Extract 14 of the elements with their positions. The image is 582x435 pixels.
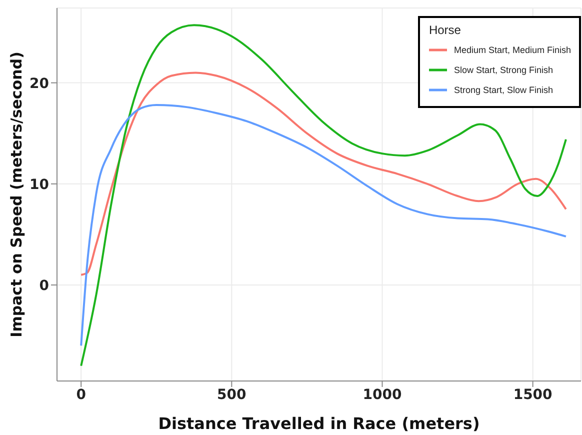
x-tick-label: 500 <box>217 386 247 403</box>
x-axis-title: Distance Travelled in Race (meters) <box>158 414 480 433</box>
y-tick-label: 20 <box>30 76 50 92</box>
y-tick-label: 10 <box>30 176 50 193</box>
legend-label: Medium Start, Medium Finish <box>454 45 571 55</box>
legend-title: Horse <box>428 23 462 37</box>
x-tick-label: 1000 <box>362 386 402 403</box>
y-tick-label: 0 <box>39 278 50 294</box>
x-tick-label: 1500 <box>513 386 553 403</box>
x-tick-label: 0 <box>76 386 86 403</box>
legend-label: Strong Start, Slow Finish <box>454 85 553 95</box>
y-axis-title: Impact on Speed (meters/second) <box>7 52 26 338</box>
line-series <box>80 104 567 347</box>
legend-label: Slow Start, Strong Finish <box>454 65 553 75</box>
